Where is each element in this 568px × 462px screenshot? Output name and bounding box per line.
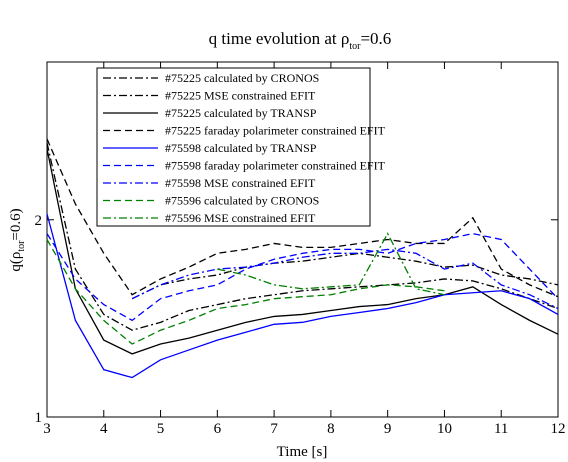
x-tick-label: 11 [494,421,508,437]
x-tick-label: 4 [100,421,108,437]
x-tick-label: 10 [437,421,452,437]
x-tick-label: 3 [43,421,51,437]
series-line [217,232,445,296]
y-label-main: q(ρ [8,252,24,272]
y-label-sub: tor [16,240,27,252]
series-line [131,248,559,310]
legend-label: #75225 faraday polarimeter constrained E… [165,124,386,138]
x-tick-label: 5 [157,421,165,437]
title-rest: =0.6 [360,29,391,48]
series-line [46,148,559,355]
chart-title: q time evolution at ρtor=0.6 [209,29,392,52]
series-line [46,213,559,379]
legend-label: #75598 calculated by TRANSP [165,141,317,155]
legend-box [96,67,371,227]
legend-label: #75596 calculated by CRONOS [165,194,319,208]
legend-label: #75598 MSE constrained EFIT [165,176,316,190]
series-line [46,142,559,331]
x-axis-label: Time [s] [277,444,328,460]
x-tick-label: 9 [384,421,392,437]
title-sub: tor [349,41,361,52]
legend-label: #75225 MSE constrained EFIT [165,89,316,103]
x-tick-label: 12 [551,421,566,437]
legend-label: #75598 faraday polarimeter constrained E… [165,159,386,173]
series-line [46,138,559,298]
series-line [46,232,559,322]
x-tick-label: 8 [327,421,335,437]
legend-label: #75596 MSE constrained EFIT [165,211,316,225]
title-main: q time evolution at ρ [209,29,350,48]
legend-label: #75225 calculated by TRANSP [165,106,317,120]
x-tick-label: 7 [270,421,278,437]
y-tick-label: 2 [35,213,43,229]
legend-label: #75225 calculated by CRONOS [165,71,319,85]
x-tick-label: 6 [214,421,222,437]
y-tick-label: 1 [35,410,43,426]
y-axis-label: q(ρtor=0.6) [8,208,27,271]
y-label-rest: =0.6) [8,208,24,240]
series-line [46,239,445,345]
